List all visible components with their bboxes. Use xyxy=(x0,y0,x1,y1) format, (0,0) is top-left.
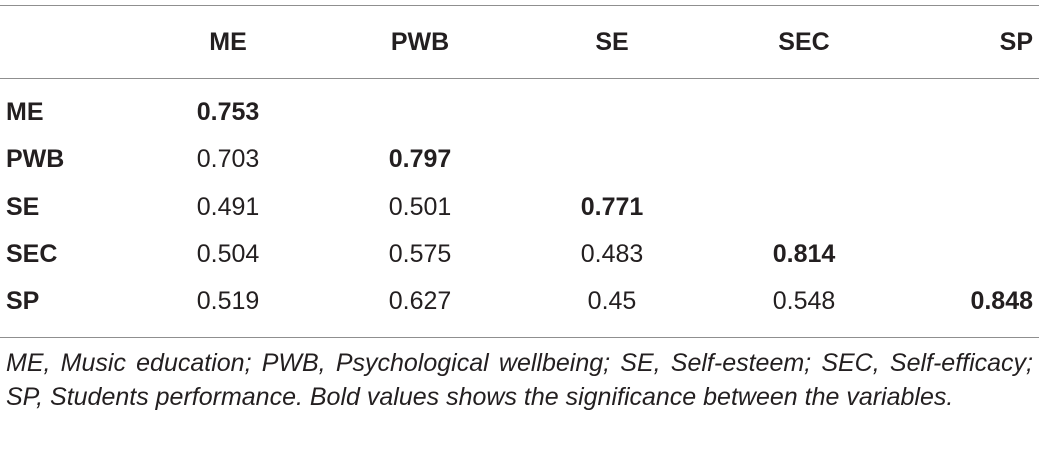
column-header-sec: SEC xyxy=(778,28,830,56)
table-cell: 0.501 xyxy=(388,193,452,221)
table-cell: 0.483 xyxy=(580,240,644,268)
table-cell: 0.575 xyxy=(388,240,452,268)
table-cell: 0.771 xyxy=(580,193,644,221)
table-cell: 0.814 xyxy=(772,240,836,268)
table-cell: 0.703 xyxy=(196,145,260,173)
table-cell: 0.753 xyxy=(196,98,260,126)
table-cell: 0.548 xyxy=(772,287,836,315)
table-cell: 0.45 xyxy=(587,287,637,315)
table-footnote: ME, Music education; PWB, Psychological … xyxy=(6,349,1033,411)
table-cell: 0.519 xyxy=(196,287,260,315)
column-header-se: SE xyxy=(595,28,629,56)
row-label-sp: SP xyxy=(6,287,40,315)
table-top-rule xyxy=(0,5,1039,6)
column-header-sp: SP xyxy=(999,28,1033,56)
table-bottom-rule xyxy=(0,337,1039,338)
column-header-me: ME xyxy=(209,28,247,56)
table-cell: 0.491 xyxy=(196,193,260,221)
table-cell: 0.797 xyxy=(388,145,452,173)
table-cell: 0.627 xyxy=(388,287,452,315)
row-label-me: ME xyxy=(6,98,44,126)
row-label-sec: SEC xyxy=(6,240,58,268)
column-header-pwb: PWB xyxy=(390,28,450,56)
header-rule xyxy=(0,78,1039,79)
row-label-pwb: PWB xyxy=(6,145,65,173)
table-cell: 0.504 xyxy=(196,240,260,268)
row-label-se: SE xyxy=(6,193,40,221)
table-cell: 0.848 xyxy=(970,287,1033,315)
